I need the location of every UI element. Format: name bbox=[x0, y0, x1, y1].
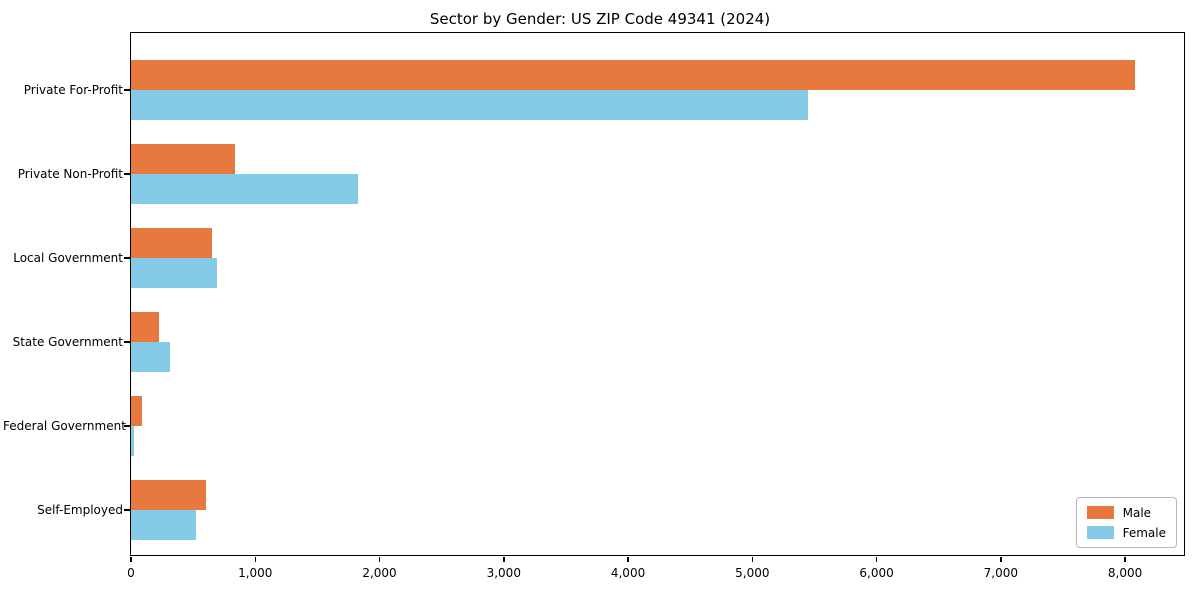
x-tick-mark bbox=[751, 557, 754, 562]
y-tick-mark bbox=[124, 89, 130, 91]
x-tick-label: 5,000 bbox=[735, 566, 770, 580]
bar-male bbox=[131, 228, 212, 258]
legend-label-female: Female bbox=[1122, 525, 1166, 540]
y-tick-mark bbox=[124, 425, 130, 427]
plot-area: Male Female Private For-Profit Private No… bbox=[3, 32, 1185, 580]
x-tick-mark bbox=[378, 557, 381, 562]
bar-male bbox=[131, 396, 143, 426]
legend-row-female: Female bbox=[1086, 525, 1166, 540]
x-tick-mark bbox=[1124, 557, 1126, 562]
y-tick-label: Private Non-Profit bbox=[17, 167, 123, 181]
legend-row-male: Male bbox=[1086, 505, 1166, 520]
bar-male bbox=[131, 312, 159, 342]
bar-male bbox=[131, 144, 236, 174]
x-tick-mark bbox=[254, 557, 256, 562]
y-tick-label: Federal Government bbox=[3, 419, 126, 433]
y-tick-mark bbox=[124, 509, 130, 511]
legend-label-male: Male bbox=[1122, 505, 1152, 520]
bar-female bbox=[131, 426, 135, 456]
y-tick-label: Private For-Profit bbox=[23, 83, 123, 97]
y-tick-mark bbox=[124, 173, 130, 175]
x-tick-label: 7,000 bbox=[983, 566, 1019, 580]
y-tick-label: Local Government bbox=[13, 251, 123, 265]
bar-female bbox=[131, 342, 171, 372]
bar-female bbox=[131, 90, 809, 120]
chart-title: Sector by Gender: US ZIP Code 49341 (202… bbox=[429, 10, 771, 28]
bar-female bbox=[131, 510, 196, 540]
x-tick-label: 3,000 bbox=[486, 566, 521, 580]
x-tick-mark bbox=[130, 557, 132, 562]
x-tick-label: 1,000 bbox=[238, 566, 273, 580]
x-tick-label: 6,000 bbox=[859, 566, 894, 580]
x-tick-mark bbox=[1000, 557, 1002, 562]
x-tick-label: 8,000 bbox=[1107, 566, 1143, 580]
legend: Male Female bbox=[1075, 497, 1177, 548]
x-tick-mark bbox=[503, 557, 505, 562]
y-tick-mark bbox=[124, 257, 130, 259]
bar-male bbox=[131, 480, 206, 510]
bar-female bbox=[131, 258, 217, 288]
x-tick-label: 4,000 bbox=[610, 566, 646, 580]
x-tick-mark bbox=[627, 557, 629, 562]
y-tick-label: State Government bbox=[12, 335, 123, 349]
legend-swatch-female bbox=[1086, 526, 1114, 539]
bar-female bbox=[131, 174, 359, 204]
y-tick-label: Self-Employed bbox=[37, 503, 123, 517]
legend-swatch-male bbox=[1086, 506, 1114, 519]
x-tick-label: 0 bbox=[127, 566, 135, 580]
y-tick-mark bbox=[124, 341, 130, 343]
x-tick-mark bbox=[875, 557, 878, 562]
bar-male bbox=[131, 60, 1136, 90]
x-tick-label: 2,000 bbox=[362, 566, 397, 580]
